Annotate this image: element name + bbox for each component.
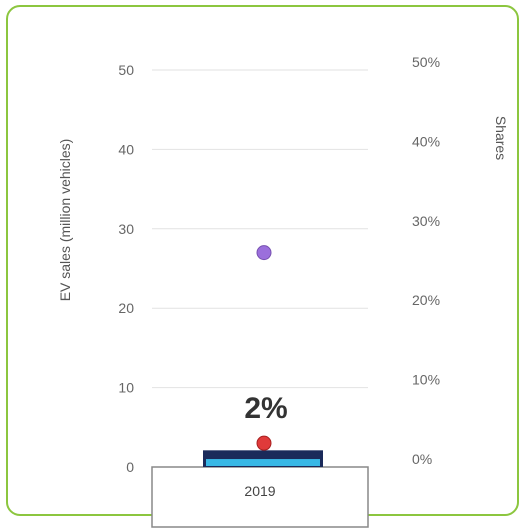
y-tick-labels: 0 10 20 30 40 50 [118, 62, 134, 475]
y2-tick-labels: 0% 10% 20% 30% 40% 50% [412, 54, 440, 467]
share-point-red-2019 [257, 436, 271, 450]
y-axis-title: EV sales (million vehicles) [57, 139, 73, 302]
category-label: 2019 [244, 483, 275, 499]
bar-light-2019 [206, 459, 320, 466]
data-label-2019: 2% [244, 392, 287, 425]
share-point-purple-2019 [257, 246, 271, 260]
y-tick-label: 30 [118, 221, 134, 237]
y-tick-label: 20 [118, 300, 134, 316]
category-axis-box: 2019 [152, 467, 368, 527]
y-tick-label: 50 [118, 62, 134, 78]
y2-tick-label: 40% [412, 133, 440, 149]
y2-axis-title: Shares [493, 116, 509, 160]
y2-tick-label: 10% [412, 372, 440, 388]
y-tick-label: 0 [126, 459, 134, 475]
y2-tick-label: 30% [412, 213, 440, 229]
y-tick-label: 10 [118, 380, 134, 396]
y2-tick-label: 0% [412, 451, 432, 467]
y-tick-label: 40 [118, 141, 134, 157]
y2-tick-label: 20% [412, 292, 440, 308]
y2-tick-label: 50% [412, 54, 440, 70]
chart-marks: 2% [203, 246, 323, 467]
gridlines [152, 70, 368, 388]
